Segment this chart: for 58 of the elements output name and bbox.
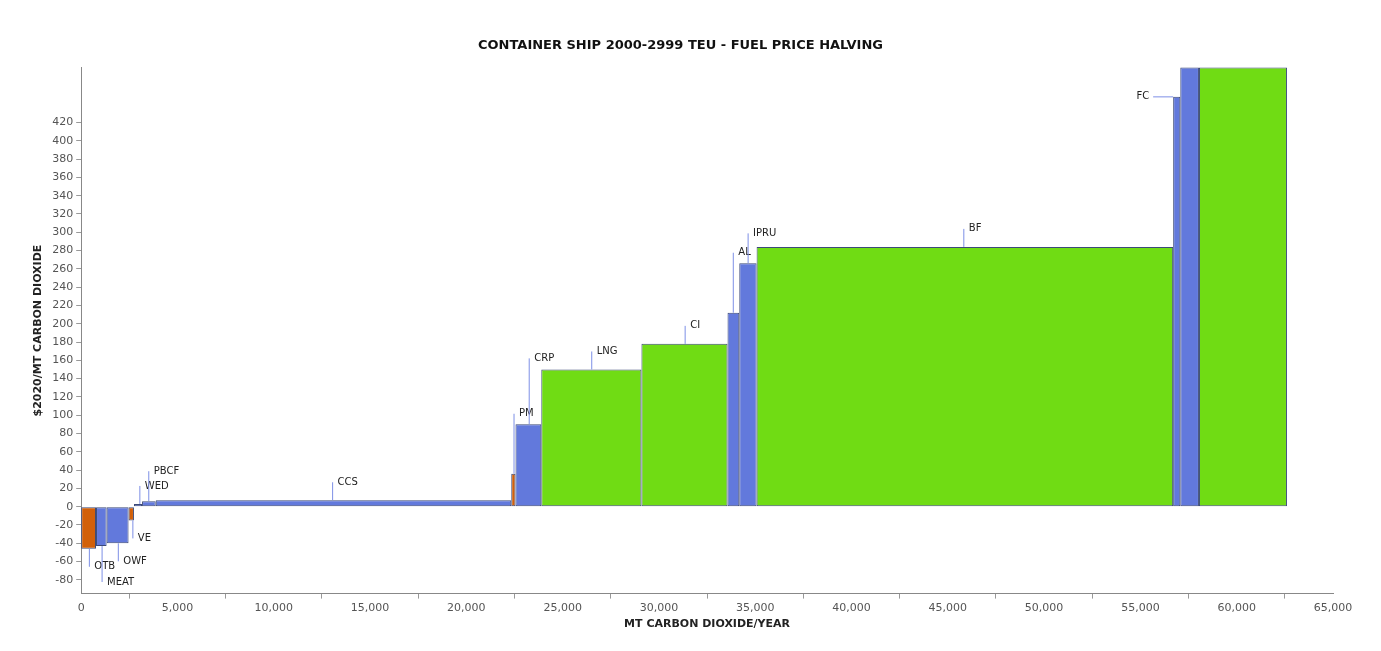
y-tick-label: 60 (59, 444, 74, 458)
y-tick-label: 20 (59, 481, 74, 495)
y-tick-label: -20 (55, 517, 74, 531)
annotation: OWF (123, 554, 148, 566)
annotation: CCS (337, 475, 358, 487)
y-tick-label: 160 (52, 353, 74, 367)
annotation: WED (144, 479, 170, 491)
annotation: CI (690, 319, 701, 331)
y-tick-label: 80 (59, 426, 74, 440)
x-tick-label: 60,000 (1217, 601, 1256, 615)
annotation: BF (968, 222, 982, 234)
y-tick-label: 340 (52, 188, 74, 202)
chart-title: CONTAINER SHIP 2000-2999 TEU - FUEL PRICE HALVING (477, 37, 884, 53)
y-tick-label: -60 (55, 554, 74, 568)
annotation: VE (137, 532, 152, 544)
x-tick-label: 10,000 (254, 601, 294, 615)
y-axis-title: $2020/MT CARBON DIOXIDE (31, 244, 45, 417)
y-tick-label: 40 (59, 462, 74, 476)
annotation: IPRU (753, 226, 777, 238)
annotation: OTB (94, 560, 116, 572)
y-tick-label: -40 (55, 536, 74, 550)
annotation: FC (1136, 90, 1150, 102)
y-tick-label: 260 (52, 261, 74, 275)
x-tick-label: 25,000 (543, 601, 582, 615)
annotation: MEAT (107, 575, 136, 587)
y-tick-label: 180 (52, 334, 74, 348)
y-tick-label: 400 (52, 133, 74, 147)
x-tick-label: 50,000 (1024, 601, 1064, 615)
x-tick-label: 40,000 (832, 601, 871, 615)
x-tick-label: 0 (77, 601, 85, 615)
y-tick-label: 380 (52, 151, 74, 165)
x-tick-label: 55,000 (1121, 601, 1160, 615)
y-tick-label: -80 (55, 572, 74, 586)
x-tick-label: 20,000 (447, 601, 486, 615)
y-tick-label: 100 (52, 408, 74, 422)
y-tick-label: 320 (52, 206, 74, 220)
x-tick-label: 15,000 (350, 601, 390, 615)
annotation: CRP (534, 351, 555, 363)
y-tick-label: 220 (52, 298, 74, 312)
x-tick-label: 30,000 (639, 601, 679, 615)
y-tick-label: 240 (52, 280, 74, 294)
x-tick-label: 65,000 (1313, 601, 1353, 615)
annotation: AL (738, 246, 752, 258)
y-tick-label: 280 (52, 243, 74, 257)
y-tick-label: 360 (52, 170, 74, 184)
y-tick-label: 420 (52, 115, 74, 129)
annotation: PBCF (153, 464, 180, 476)
x-tick-label: 5,000 (161, 601, 194, 615)
y-tick-label: 120 (52, 389, 74, 403)
annotation: PM (519, 407, 534, 419)
y-tick-label: 0 (66, 499, 74, 513)
annotation: LNG (596, 345, 618, 357)
x-tick-label: 45,000 (928, 601, 968, 615)
y-tick-label: 140 (52, 371, 74, 385)
y-tick-label: 200 (52, 316, 74, 330)
x-tick-label: 35,000 (735, 601, 775, 615)
x-axis-title: MT CARBON DIOXIDE/YEAR (624, 617, 791, 631)
y-tick-label: 300 (52, 225, 74, 239)
